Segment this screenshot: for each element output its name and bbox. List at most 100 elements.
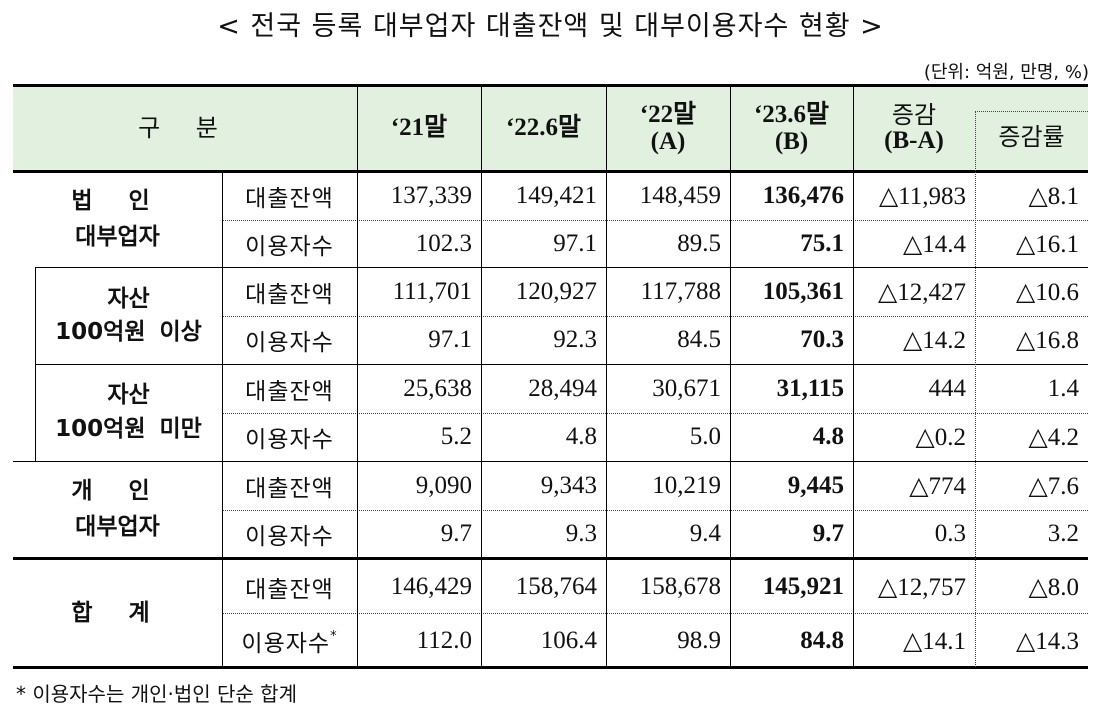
value-cell-current: 84.8 — [800, 626, 844, 654]
group-individual-lenders: 개 인 대부업자 — [13, 461, 222, 558]
row-label-loan-balance: 대출잔액 — [245, 282, 334, 308]
divider-dotted — [222, 413, 1088, 414]
footnote-marker: * — [330, 629, 338, 644]
value-cell: 5.0 — [689, 423, 721, 450]
border-header-bottom — [13, 170, 1088, 173]
value-cell: 137,339 — [390, 182, 472, 209]
value-cell-change-rate: △10.6 — [1016, 279, 1079, 306]
border-v — [481, 86, 482, 667]
value-cell: 89.5 — [677, 230, 721, 257]
value-cell-change-rate: 1.4 — [1047, 374, 1079, 402]
header-col-label: ‘21말 — [390, 114, 448, 142]
group-name-line2: 대부업자 — [75, 224, 160, 250]
group-total: 합 계 — [13, 560, 222, 668]
border-v — [35, 268, 36, 461]
border-bottom — [13, 666, 1088, 669]
row-label-text: 이용자수 — [241, 630, 331, 657]
value-cell-change-rate: △16.8 — [1016, 327, 1079, 354]
value-cell-change: 444 — [928, 374, 967, 402]
value-cell: 158,678 — [639, 573, 721, 600]
group-assets-over-10b: 자산 100억원 이상 — [35, 268, 222, 364]
value-cell-change: △14.1 — [903, 627, 966, 655]
value-cell: 158,764 — [515, 573, 597, 600]
value-cell-current: 70.3 — [800, 326, 844, 353]
value-cell: 9,343 — [540, 471, 597, 499]
value-cell: 112.0 — [416, 626, 472, 654]
header-col-sublabel: (A) — [650, 127, 686, 155]
header-col-label: 증감률 — [998, 122, 1065, 151]
border-v — [357, 86, 358, 667]
value-cell: 146,429 — [390, 573, 472, 600]
border-v — [606, 86, 607, 667]
value-cell: 5.2 — [440, 423, 472, 450]
value-cell: 120,927 — [515, 278, 597, 305]
group-corporate-lenders: 법 인 대부업자 — [13, 172, 222, 268]
group-name-line2: 100억원 미만 — [55, 415, 202, 442]
value-cell: 9.3 — [565, 520, 597, 547]
value-cell: 30,671 — [652, 374, 721, 402]
header-col-22-a: ‘22말 (A) — [606, 86, 730, 171]
border-group — [13, 461, 1088, 462]
value-cell-current: 136,476 — [762, 182, 844, 209]
value-cell: 111,701 — [392, 278, 472, 305]
border-v — [730, 86, 731, 667]
value-cell: 117,788 — [640, 278, 721, 305]
header-col-change-rate: 증감률 — [975, 86, 1088, 171]
value-cell-change-rate: △8.1 — [1028, 183, 1079, 210]
divider-dotted — [975, 111, 1088, 112]
row-label-loan-balance: 대출잔액 — [245, 475, 334, 502]
header-col-sublabel: (B) — [774, 127, 809, 155]
header-col-label: 증감 — [891, 100, 937, 129]
value-cell-change: △14.4 — [903, 231, 966, 258]
group-name-line1: 자산 — [107, 382, 150, 409]
unit-note: (단위: 억원, 만명, %) — [923, 62, 1089, 83]
header-col-22-6: ‘22.6말 — [481, 86, 606, 171]
value-cell-change-rate: △16.1 — [1016, 231, 1079, 258]
value-cell: 9,090 — [415, 471, 472, 499]
value-cell-change-rate: △14.3 — [1016, 627, 1079, 655]
value-cell-current: 4.8 — [812, 423, 844, 450]
value-cell: 84.5 — [677, 326, 721, 353]
group-name-line1: 합 계 — [71, 600, 164, 627]
value-cell-change: 0.3 — [934, 520, 966, 547]
value-cell-change-rate: △8.0 — [1028, 574, 1079, 601]
value-cell: 148,459 — [639, 182, 721, 209]
row-label-loan-balance: 대출잔액 — [245, 186, 334, 212]
footnote: * 이용자수는 개인·법인 단순 합계 — [16, 682, 297, 706]
divider-dotted — [222, 613, 1088, 614]
border-group — [35, 267, 1088, 268]
value-cell-current: 31,115 — [776, 374, 844, 402]
group-name-line1: 자산 — [107, 285, 150, 312]
header-col-change: 증감 (B-A) — [853, 86, 975, 171]
divider-dotted — [222, 316, 1088, 317]
value-cell-change: △12,757 — [878, 574, 966, 601]
row-label-loan-balance: 대출잔액 — [245, 378, 334, 405]
border-top — [13, 84, 1088, 87]
divider-dotted — [222, 510, 1088, 511]
value-cell: 4.8 — [565, 423, 597, 450]
value-cell-current: 105,361 — [762, 278, 844, 305]
header-category: 구 분 — [13, 86, 357, 171]
row-label-users: 이용자수 — [245, 524, 334, 550]
value-cell: 102.3 — [415, 230, 472, 257]
header-col-sublabel: (B-A) — [884, 126, 944, 154]
value-cell-change: △774 — [909, 472, 966, 500]
value-cell-change: △0.2 — [915, 424, 966, 451]
value-cell: 149,421 — [515, 182, 597, 209]
value-cell: 92.3 — [553, 326, 597, 353]
group-name-line2: 100억원 이상 — [55, 319, 202, 345]
value-cell-change-rate: 3.2 — [1047, 520, 1079, 547]
value-cell-current: 75.1 — [800, 230, 844, 257]
header-col-label: ‘23.6말 — [753, 101, 830, 129]
row-label-users: 이용자수 — [245, 330, 334, 356]
header-category-label: 구 분 — [138, 113, 232, 142]
table-title: < 전국 등록 대부업자 대출잔액 및 대부이용자수 현황 > — [217, 11, 884, 42]
divider-dotted-v — [975, 111, 976, 667]
header-col-21: ‘21말 — [357, 86, 481, 171]
row-label-loan-balance: 대출잔액 — [245, 577, 334, 603]
value-cell: 106.4 — [540, 626, 597, 654]
value-cell-current: 9,445 — [787, 471, 844, 499]
group-name-line2: 대부업자 — [75, 513, 160, 540]
value-cell: 98.9 — [677, 626, 721, 654]
